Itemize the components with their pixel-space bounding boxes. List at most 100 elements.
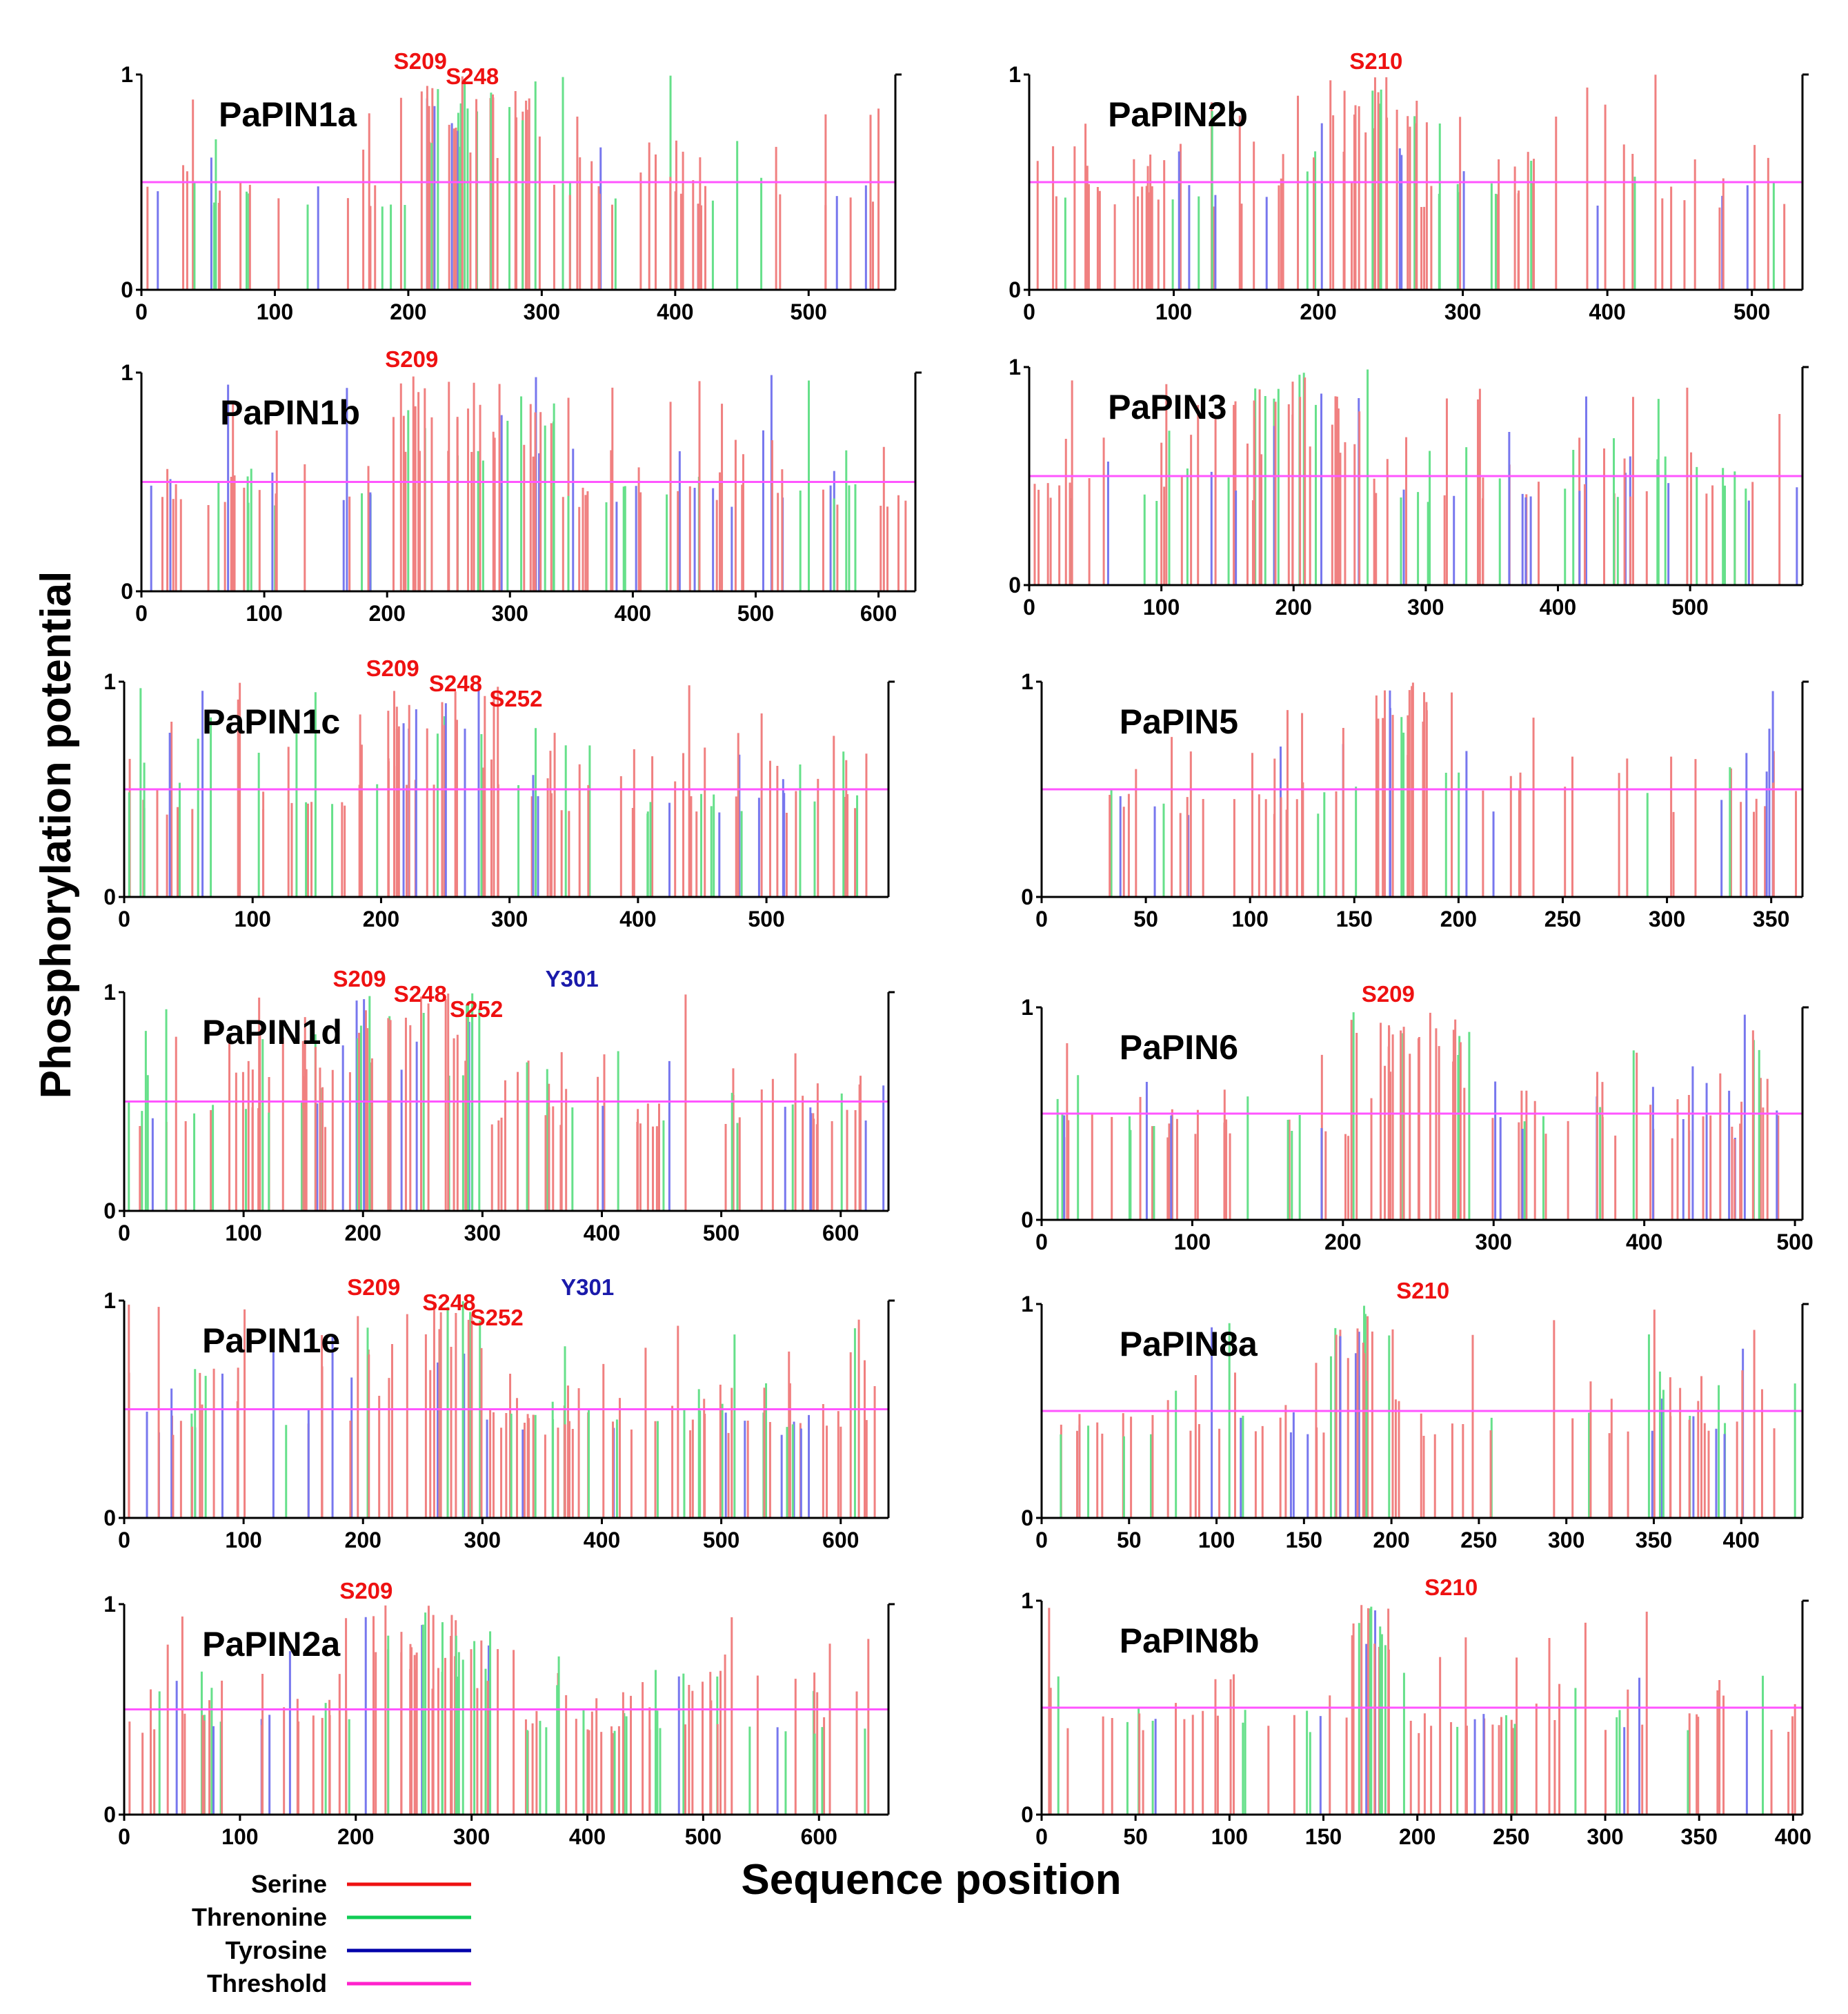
x-tick-label: 100 (1198, 1528, 1235, 1552)
x-tick-label: 200 (1440, 907, 1477, 931)
x-tick-label: 50 (1117, 1528, 1142, 1552)
y-tick-label: 0 (1021, 1505, 1033, 1530)
site-label-S209: S209 (347, 1274, 400, 1300)
x-tick-label: 600 (822, 1528, 859, 1552)
x-tick-label: 200 (390, 299, 426, 324)
x-tick-label: 0 (1035, 907, 1048, 931)
bars (128, 993, 885, 1211)
x-tick-label: 600 (801, 1824, 837, 1849)
x-tick-label: 600 (822, 1221, 859, 1245)
x-tick-label: 300 (1476, 1230, 1512, 1254)
x-tick-label: 300 (464, 1221, 501, 1245)
x-tick-label: 400 (584, 1528, 620, 1552)
x-tick-label: 300 (1444, 299, 1481, 324)
y-tick-label: 1 (121, 62, 133, 87)
panel-title: PaPIN1b (220, 393, 360, 432)
bars (128, 1301, 876, 1518)
x-tick-label: 300 (1407, 595, 1444, 620)
x-axis-label: Sequence position (741, 1856, 1121, 1904)
y-axis-label: Phosphorylation potential (32, 571, 80, 1099)
bars (1036, 75, 1786, 290)
x-tick-label: 500 (737, 601, 774, 626)
y-tick-label: 1 (103, 669, 116, 694)
site-label-S210: S210 (1349, 48, 1402, 74)
bars (1033, 369, 1798, 585)
x-tick-label: 200 (1373, 1528, 1409, 1552)
x-tick-label: 300 (524, 299, 560, 324)
x-tick-label: 100 (225, 1528, 261, 1552)
y-tick-label: 1 (1021, 1292, 1033, 1316)
panel-title: PaPIN1c (202, 702, 340, 741)
x-tick-label: 100 (246, 601, 282, 626)
x-tick-label: 400 (1723, 1528, 1760, 1552)
x-tick-label: 300 (453, 1824, 490, 1849)
site-label-S209: S209 (1362, 981, 1415, 1007)
panel-PaPIN2a: 0 100 200 300 400 500 600 0 1 PaPIN2a S209 (103, 1578, 895, 1849)
site-label-S252: S252 (450, 996, 503, 1022)
x-tick-label: 400 (1626, 1230, 1662, 1254)
x-tick-label: 400 (619, 907, 656, 931)
x-tick-label: 400 (569, 1824, 606, 1849)
bars (128, 682, 868, 897)
x-tick-label: 500 (1776, 1230, 1813, 1254)
y-tick-label: 1 (103, 980, 116, 1005)
x-tick-label: 500 (791, 299, 827, 324)
site-label-Y301: Y301 (561, 1274, 614, 1300)
panel-PaPIN6: 0 100 200 300 400 500 0 1 PaPIN6 S209 (1021, 981, 1814, 1254)
x-tick-label: 400 (1775, 1824, 1811, 1849)
x-tick-label: 0 (1035, 1528, 1048, 1552)
x-tick-label: 400 (1540, 595, 1576, 620)
x-tick-label: 100 (221, 1824, 258, 1849)
panel-title: PaPIN1a (219, 95, 357, 134)
x-tick-label: 300 (464, 1528, 501, 1552)
y-tick-label: 1 (1021, 669, 1033, 694)
site-label-S209: S209 (385, 346, 438, 372)
x-tick-label: 200 (1275, 595, 1312, 620)
y-tick-label: 1 (1009, 62, 1021, 87)
site-label-S209: S209 (333, 966, 386, 991)
x-tick-label: 0 (118, 1824, 130, 1849)
y-tick-label: 0 (1021, 1802, 1033, 1827)
panel-PaPIN1d: 0 100 200 300 400 500 600 0 1 PaPIN1d S209 S248S252… (103, 966, 895, 1245)
x-tick-label: 300 (491, 907, 528, 931)
x-tick-label: 400 (615, 601, 651, 626)
x-tick-label: 100 (1174, 1230, 1211, 1254)
site-label-S209: S209 (339, 1578, 393, 1603)
x-tick-label: 0 (1023, 299, 1035, 324)
legend-label: Tyrosine (226, 1936, 327, 1964)
panel-PaPIN1e: 0 100 200 300 400 500 600 0 1 PaPIN1e S209 S248S252… (103, 1274, 895, 1552)
site-label-S248: S248 (422, 1290, 475, 1315)
x-tick-label: 350 (1753, 907, 1789, 931)
panel-PaPIN8b: 0 50 100 150 200 250 300 350 400 0 1 PaPIN8b S210 (1021, 1574, 1811, 1849)
x-tick-label: 0 (1035, 1230, 1048, 1254)
x-tick-label: 150 (1305, 1824, 1342, 1849)
site-label-S248: S248 (446, 63, 499, 89)
x-tick-label: 200 (1300, 299, 1336, 324)
panel-title: PaPIN8b (1120, 1621, 1260, 1660)
panel-title: PaPIN8a (1120, 1325, 1258, 1363)
x-tick-label: 300 (1649, 907, 1685, 931)
y-tick-label: 0 (121, 579, 133, 604)
site-label-S252: S252 (489, 686, 542, 711)
x-tick-label: 0 (135, 601, 148, 626)
y-tick-label: 1 (1021, 995, 1033, 1020)
x-tick-label: 300 (492, 601, 528, 626)
x-tick-label: 0 (118, 1528, 130, 1552)
x-tick-label: 400 (657, 299, 693, 324)
x-tick-label: 300 (1548, 1528, 1584, 1552)
x-tick-label: 200 (1324, 1230, 1361, 1254)
x-tick-label: 200 (345, 1221, 381, 1245)
x-tick-label: 100 (1211, 1824, 1248, 1849)
x-tick-label: 0 (135, 299, 148, 324)
x-tick-label: 350 (1681, 1824, 1718, 1849)
x-tick-label: 400 (584, 1221, 620, 1245)
site-label-S209: S209 (366, 655, 419, 681)
x-tick-label: 300 (1587, 1824, 1623, 1849)
x-tick-label: 150 (1336, 907, 1373, 931)
legend-label: Serine (251, 1870, 327, 1898)
y-tick-label: 1 (103, 1288, 116, 1313)
x-tick-label: 0 (118, 907, 130, 931)
x-tick-label: 250 (1544, 907, 1581, 931)
y-tick-label: 0 (121, 277, 133, 302)
